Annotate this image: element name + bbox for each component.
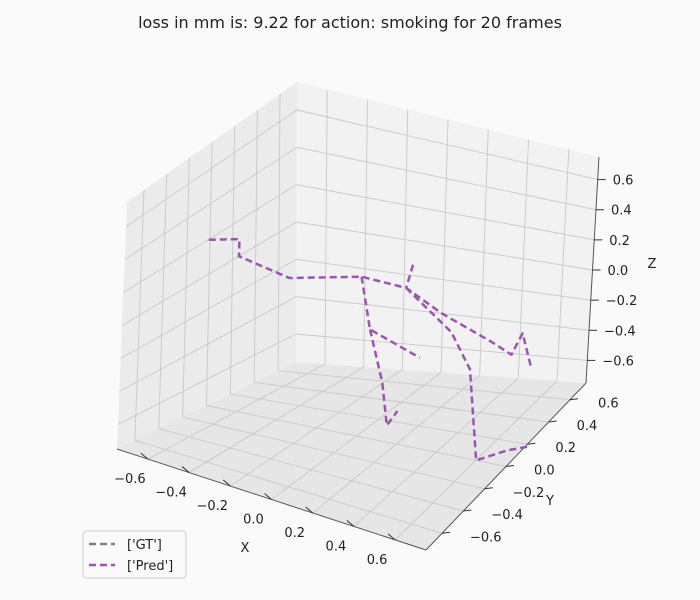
grid-line-z-back xyxy=(296,184,595,241)
grid-line-y-floor xyxy=(134,439,443,534)
y-axis-label: Y xyxy=(545,494,554,509)
grid-line-y-floor xyxy=(230,393,528,445)
y-tick-mark xyxy=(527,442,536,445)
x-tick-mark xyxy=(264,493,272,500)
y-tick-label: 0.4 xyxy=(577,419,598,434)
chart-title: loss in mm is: 9.22 for action: smoking … xyxy=(138,13,562,32)
floor-pane xyxy=(117,362,586,550)
x-tick-mark xyxy=(222,479,231,487)
y-tick-label: −0.4 xyxy=(491,508,523,523)
grid-line-z-left xyxy=(124,146,298,261)
x-tick-mark xyxy=(181,466,190,473)
left-pane-face xyxy=(117,82,297,449)
z-tick-label: −0.4 xyxy=(604,324,636,339)
series-layer xyxy=(208,237,533,462)
x-axis-label: X xyxy=(241,541,250,556)
grid-line-y-floor xyxy=(206,405,507,467)
z-tick-label: −0.6 xyxy=(602,354,634,369)
y-tick-mark xyxy=(484,487,493,490)
y-axis-ticks: −0.6 −0.4 −0.2 0.00.20.40.6 xyxy=(441,397,619,545)
legend: ['GT'] ['Pred'] xyxy=(82,530,187,579)
grid-line-z-left xyxy=(119,296,297,392)
x-tick-label: 0.6 xyxy=(367,553,388,568)
series-1-segment-1 xyxy=(404,264,415,289)
x-tick-mark xyxy=(140,452,149,460)
grid-lines xyxy=(117,89,598,541)
x-axis-ticks: −0.6 −0.4 −0.2 0.0 0.2 0.4 0.6 xyxy=(114,452,396,568)
grid-line-z-back xyxy=(296,333,588,361)
grid-line-z-left xyxy=(121,221,297,326)
y-tick-mark xyxy=(569,398,579,401)
y-tick-mark xyxy=(548,420,557,423)
series-1-segment-4 xyxy=(368,329,399,427)
x-tick-label: −0.2 xyxy=(197,499,229,514)
y-tick-mark xyxy=(463,509,472,512)
y-tick-mark xyxy=(441,531,451,534)
series-1-segment-3 xyxy=(405,287,528,462)
y-tick-mark xyxy=(505,465,515,467)
grid-line-z-left xyxy=(125,109,298,228)
legend-frame xyxy=(82,530,187,579)
y-tick-label: −0.6 xyxy=(470,530,502,545)
series-1-segment-2 xyxy=(360,276,421,359)
x-tick-label: 0.4 xyxy=(326,539,347,554)
z-tick-label: 0.6 xyxy=(613,174,634,189)
z-tick-label: −0.2 xyxy=(606,294,638,309)
y-tick-label: 0.6 xyxy=(598,397,619,412)
z-axis-label: Z xyxy=(648,257,657,272)
grid-line-y-floor xyxy=(158,428,464,512)
z-tick-label: 0.2 xyxy=(609,234,630,249)
grid-line-y-floor xyxy=(254,381,549,423)
x-tick-mark xyxy=(305,506,314,514)
x-tick-label: −0.6 xyxy=(114,472,146,487)
left-pane xyxy=(117,82,297,449)
grid-line-z-back xyxy=(296,146,597,211)
z-tick-label: 0.4 xyxy=(611,204,632,219)
x-tick-label: −0.4 xyxy=(155,486,187,501)
floor-pane-face xyxy=(117,362,586,550)
z-axis-ticks: −0.6 −0.4 −0.2 0.0 0.2 0.4 0.6 xyxy=(587,174,638,369)
y-tick-label: 0.0 xyxy=(534,464,555,479)
grid-line-z-back xyxy=(296,221,593,271)
z-tick-label: 0.0 xyxy=(608,264,629,279)
grid-line-y-floor xyxy=(278,370,571,401)
y-tick-label: −0.2 xyxy=(513,486,545,501)
grid-line-z-back xyxy=(296,109,598,181)
back-pane xyxy=(296,82,599,383)
legend-label-gt: ['GT'] xyxy=(127,538,162,553)
grid-line-y-floor xyxy=(182,416,485,490)
grid-line-z-left xyxy=(120,258,297,359)
back-pane-face xyxy=(296,82,599,383)
x-tick-mark xyxy=(346,520,355,527)
grid-line-z-left xyxy=(117,333,297,425)
x-tick-label: 0.0 xyxy=(243,513,264,528)
grid-line-z-back xyxy=(296,258,591,301)
legend-label-pred: ['Pred'] xyxy=(127,559,173,574)
x-tick-label: 0.2 xyxy=(284,526,305,541)
y-tick-label: 0.2 xyxy=(555,441,576,456)
x-tick-mark xyxy=(387,533,396,541)
